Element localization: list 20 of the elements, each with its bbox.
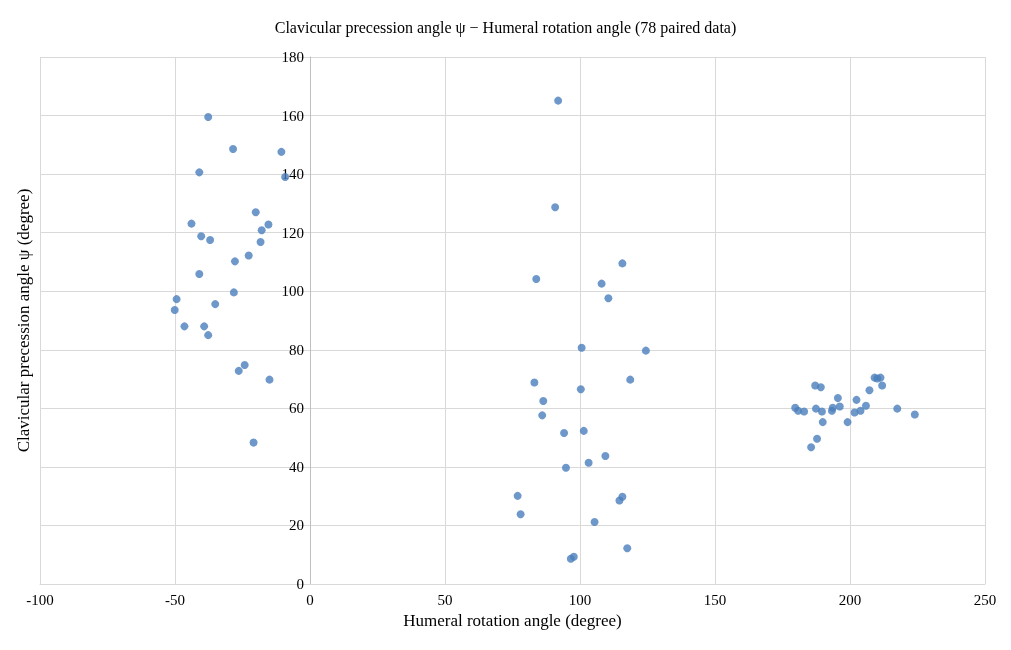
x-axis-title: Humeral rotation angle (degree) xyxy=(403,611,622,630)
y-tick-label: 0 xyxy=(296,576,304,592)
x-tick-label: 150 xyxy=(703,591,727,608)
y-tick-label: 160 xyxy=(281,107,304,124)
y-tick-label: 20 xyxy=(289,517,304,534)
y-tick-label: 140 xyxy=(281,166,304,183)
x-tick-label: -50 xyxy=(165,591,185,608)
x-tick-label: 250 xyxy=(973,591,997,608)
y-tick-label: 60 xyxy=(289,400,304,417)
y-tick-label: 80 xyxy=(289,341,304,358)
x-tick-label: 200 xyxy=(838,591,862,608)
y-tick-label: 40 xyxy=(289,458,304,475)
chart-title: Clavicular precession angle ψ − Humeral rotation angle (78 paired data) xyxy=(274,18,737,37)
x-tick-label: 50 xyxy=(437,591,453,608)
y-tick-label: 180 xyxy=(281,49,304,65)
x-tick-label: 100 xyxy=(568,591,592,608)
x-tick-label: -100 xyxy=(26,591,54,608)
y-tick-label: 120 xyxy=(281,224,304,241)
y-axis-title: Clavicular precession angle ψ (degree) xyxy=(14,188,33,453)
y-tick-label: 100 xyxy=(281,283,304,300)
